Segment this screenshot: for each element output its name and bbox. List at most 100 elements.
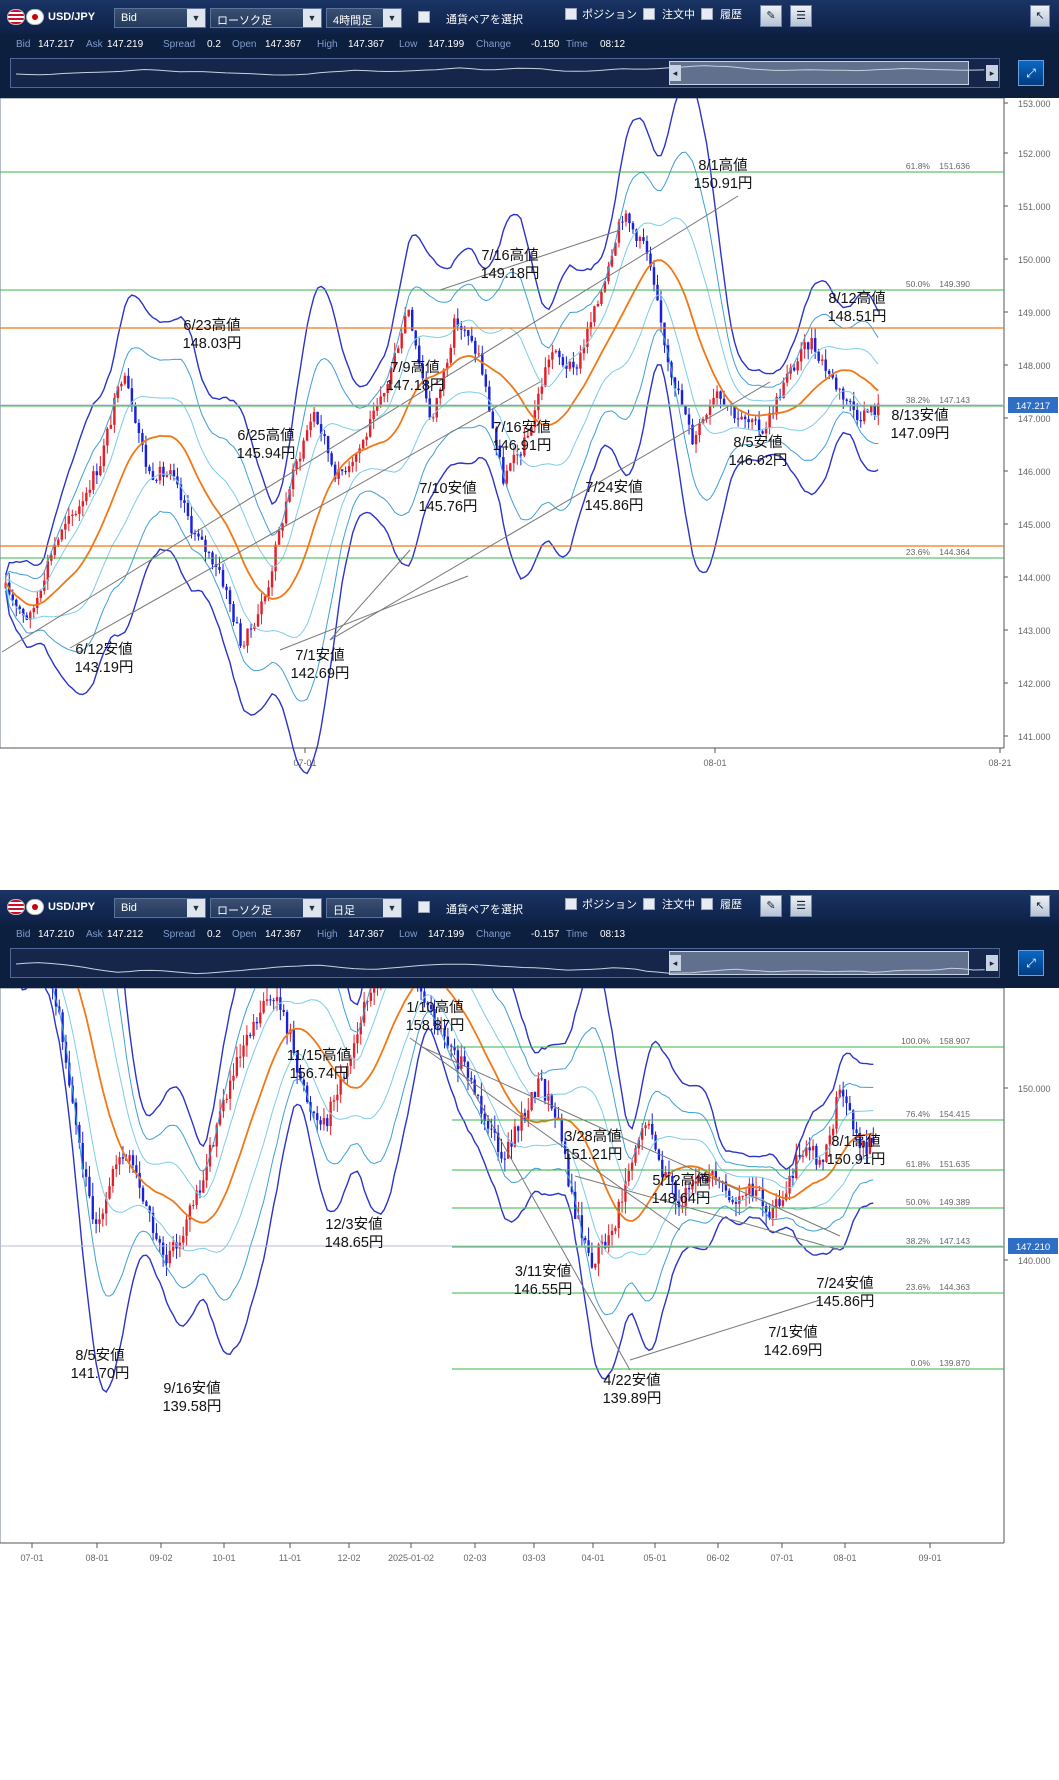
- candle: [151, 1212, 155, 1233]
- candle: [228, 590, 232, 605]
- navigator-left-handle[interactable]: ◂: [669, 65, 681, 81]
- low-value: 147.199: [428, 39, 465, 50]
- navigator-window[interactable]: [669, 61, 969, 85]
- navigator-strip[interactable]: ◂ ▸: [10, 58, 1000, 88]
- fib-value-label: 151.636: [939, 161, 970, 171]
- draw-tools-icon[interactable]: ✎: [760, 5, 782, 27]
- chart-type-select[interactable]: ローソク足 ▼: [210, 898, 322, 918]
- zoom-icon[interactable]: ⤢: [1018, 60, 1044, 86]
- plot-area[interactable]: [0, 988, 1005, 1544]
- price-chart[interactable]: 140.000150.000160.00007-0108-0109-0210-0…: [0, 988, 1059, 1780]
- bid-label: Bid: [16, 929, 31, 940]
- toolbar-row: USD/JPY Bid ▼ ローソク足 ▼ 4時間足 ▼ 通貨ペアを選択 ポジション …: [0, 0, 1059, 34]
- candle: [352, 1043, 356, 1058]
- position-checkbox[interactable]: [565, 8, 577, 20]
- collapse-icon[interactable]: ↖: [1030, 5, 1050, 27]
- settings-icon[interactable]: ☰: [790, 5, 812, 27]
- history-checkbox[interactable]: [701, 8, 713, 20]
- candle: [792, 367, 796, 371]
- candle: [617, 1201, 620, 1229]
- candle: [791, 1175, 795, 1179]
- navigator-right-arrow[interactable]: ▸: [986, 65, 998, 81]
- price-type-value: Bid: [121, 902, 137, 914]
- price-axis: [1004, 988, 1059, 1593]
- candle: [490, 1128, 493, 1130]
- candle: [845, 1096, 848, 1104]
- open-label: Open: [232, 929, 257, 940]
- chart-panel-4h: USD/JPY Bid ▼ ローソク足 ▼ 4時間足 ▼ 通貨ペアを選択 ポジション …: [0, 0, 1059, 890]
- candle: [712, 397, 715, 405]
- candle: [137, 422, 141, 434]
- candle: [719, 391, 722, 399]
- candle: [450, 1045, 453, 1047]
- candle: [584, 1237, 587, 1241]
- pair-label[interactable]: USD/JPY: [48, 901, 96, 913]
- candle: [740, 416, 743, 420]
- candle: [375, 405, 379, 411]
- high-annotation-price: 148.03円: [183, 336, 242, 352]
- low-annotation-date: 9/16安値: [163, 1380, 220, 1397]
- x-tick-label: 08-21: [988, 758, 1011, 768]
- navigator-overview: [15, 65, 985, 76]
- history-checkbox[interactable]: [701, 898, 713, 910]
- order-checkbox[interactable]: [643, 8, 655, 20]
- candle: [575, 367, 579, 369]
- navigator-right-arrow[interactable]: ▸: [986, 955, 998, 971]
- y-tick-label: 140.000: [1018, 1256, 1051, 1266]
- collapse-icon[interactable]: ↖: [1030, 895, 1050, 917]
- timeframe-select[interactable]: 4時間足 ▼: [326, 8, 402, 28]
- candle: [815, 1145, 818, 1165]
- candle: [530, 1092, 533, 1111]
- order-checkbox[interactable]: [643, 898, 655, 910]
- x-tick-label: 10-01: [212, 1553, 235, 1563]
- candle: [519, 454, 523, 456]
- candle: [347, 466, 351, 473]
- candle: [589, 322, 593, 329]
- candle: [493, 1128, 496, 1133]
- settings-icon[interactable]: ☰: [790, 895, 812, 917]
- candle: [806, 342, 810, 350]
- price-type-select[interactable]: Bid ▼: [114, 898, 206, 918]
- y-tick-label: 153.000: [1018, 99, 1051, 109]
- low-annotation-date: 6/12安値: [75, 641, 132, 658]
- candle: [463, 1056, 466, 1062]
- candle: [510, 1141, 513, 1147]
- low-annotation-date: 7/24安値: [816, 1275, 873, 1292]
- draw-tools-icon[interactable]: ✎: [760, 895, 782, 917]
- fib-level-label: 23.6%: [906, 547, 931, 557]
- price-type-select[interactable]: Bid ▼: [114, 8, 206, 28]
- candle: [570, 1186, 573, 1192]
- candle: [64, 1042, 68, 1063]
- candle: [155, 1232, 158, 1240]
- timeframe-select[interactable]: 日足 ▼: [326, 898, 402, 918]
- pair-label[interactable]: USD/JPY: [48, 11, 96, 23]
- candle: [446, 1036, 450, 1046]
- candle: [841, 388, 845, 400]
- candle: [306, 1085, 309, 1102]
- position-checkbox[interactable]: [565, 898, 577, 910]
- low-label: Low: [399, 39, 418, 50]
- candle: [368, 419, 372, 437]
- candle: [738, 1196, 741, 1204]
- trend-line: [279, 575, 469, 651]
- fib-value-label: 144.364: [939, 547, 970, 557]
- pair-select-checkbox[interactable]: [418, 11, 430, 23]
- candle: [372, 410, 375, 420]
- navigator-strip[interactable]: ◂ ▸: [10, 948, 1000, 978]
- zoom-icon[interactable]: ⤢: [1018, 950, 1044, 976]
- candle: [821, 1159, 825, 1162]
- candle: [747, 419, 750, 423]
- navigator-left-handle[interactable]: ◂: [669, 955, 681, 971]
- candle: [185, 1219, 188, 1236]
- pair-select-checkbox[interactable]: [418, 901, 430, 913]
- candle: [354, 453, 358, 462]
- low-annotation-price: 146.62円: [729, 453, 788, 469]
- navigator-window[interactable]: [669, 951, 969, 975]
- candle: [873, 406, 876, 416]
- candle: [197, 533, 200, 537]
- candle: [396, 348, 400, 353]
- chart-type-select[interactable]: ローソク足 ▼: [210, 8, 322, 28]
- candle: [393, 352, 396, 368]
- candle: [84, 1169, 88, 1177]
- price-chart[interactable]: 141.000 142.000 143.000 144.000 145.000 146.0…: [0, 98, 1059, 890]
